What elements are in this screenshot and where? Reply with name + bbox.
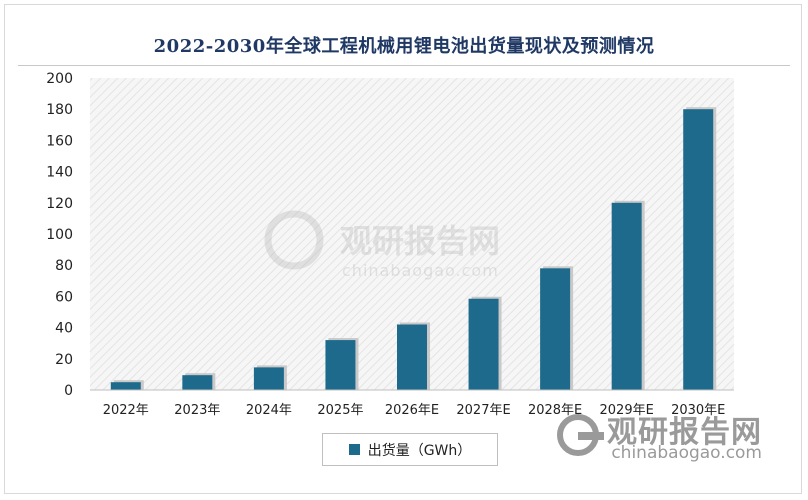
bar bbox=[540, 268, 571, 390]
center-watermark: 观研报告网 chinabaogao.com bbox=[264, 210, 500, 280]
x-axis-ticks: 2022年 2023年 2024年 2025年 2026年E 2027年E 2028年E 20… bbox=[103, 403, 726, 418]
x-tick-label: 2025年 bbox=[317, 403, 363, 418]
x-tick-label: 2029年E bbox=[600, 403, 654, 418]
bar bbox=[683, 109, 714, 390]
center-watermark-brand: 观研报告网 bbox=[340, 222, 500, 260]
title-divider bbox=[18, 65, 790, 66]
bar bbox=[397, 324, 427, 390]
bar bbox=[325, 340, 356, 390]
y-tick-label: 40 bbox=[55, 321, 73, 337]
bar bbox=[253, 367, 284, 390]
y-tick-label: 20 bbox=[55, 352, 73, 368]
corner-watermark-url: chinabaogao.com bbox=[611, 443, 762, 463]
x-tick-label: 2026年E bbox=[385, 403, 439, 418]
y-tick-label: 140 bbox=[46, 165, 73, 181]
x-tick-label: 2023年 bbox=[174, 403, 220, 418]
y-tick-label: 100 bbox=[46, 227, 73, 243]
bar bbox=[611, 202, 642, 390]
legend-swatch bbox=[348, 444, 360, 455]
legend-label: 出货量（GWh） bbox=[367, 442, 472, 459]
bar bbox=[182, 375, 213, 390]
bars-group bbox=[110, 107, 717, 390]
y-axis-ticks: 0 20 40 60 80 100 120 140 160 180 200 bbox=[46, 71, 73, 399]
corner-watermark-brand: 观研报告网 bbox=[607, 415, 762, 450]
x-tick-label: 2022年 bbox=[103, 403, 149, 418]
chart-title: 2022-2030年全球工程机械用锂电池出货量现状及预测情况 bbox=[153, 36, 655, 57]
x-tick-label: 2027年E bbox=[456, 403, 510, 418]
y-tick-label: 120 bbox=[46, 196, 73, 212]
y-tick-label: 200 bbox=[46, 71, 73, 87]
y-tick-label: 160 bbox=[46, 133, 73, 149]
y-tick-label: 60 bbox=[55, 289, 73, 305]
y-tick-label: 180 bbox=[46, 102, 73, 118]
x-tick-label: 2030年E bbox=[671, 403, 725, 418]
y-tick-label: 0 bbox=[64, 383, 73, 399]
center-watermark-logo-icon bbox=[264, 210, 324, 270]
center-watermark-url: chinabaogao.com bbox=[342, 261, 499, 280]
x-tick-label: 2024年 bbox=[246, 403, 292, 418]
legend: 出货量（GWh） bbox=[322, 433, 498, 466]
bar bbox=[110, 382, 141, 390]
x-tick-label: 2028年E bbox=[528, 403, 582, 418]
corner-watermark-logo-icon bbox=[557, 414, 604, 456]
y-tick-label: 80 bbox=[55, 258, 73, 274]
bar bbox=[468, 298, 499, 390]
